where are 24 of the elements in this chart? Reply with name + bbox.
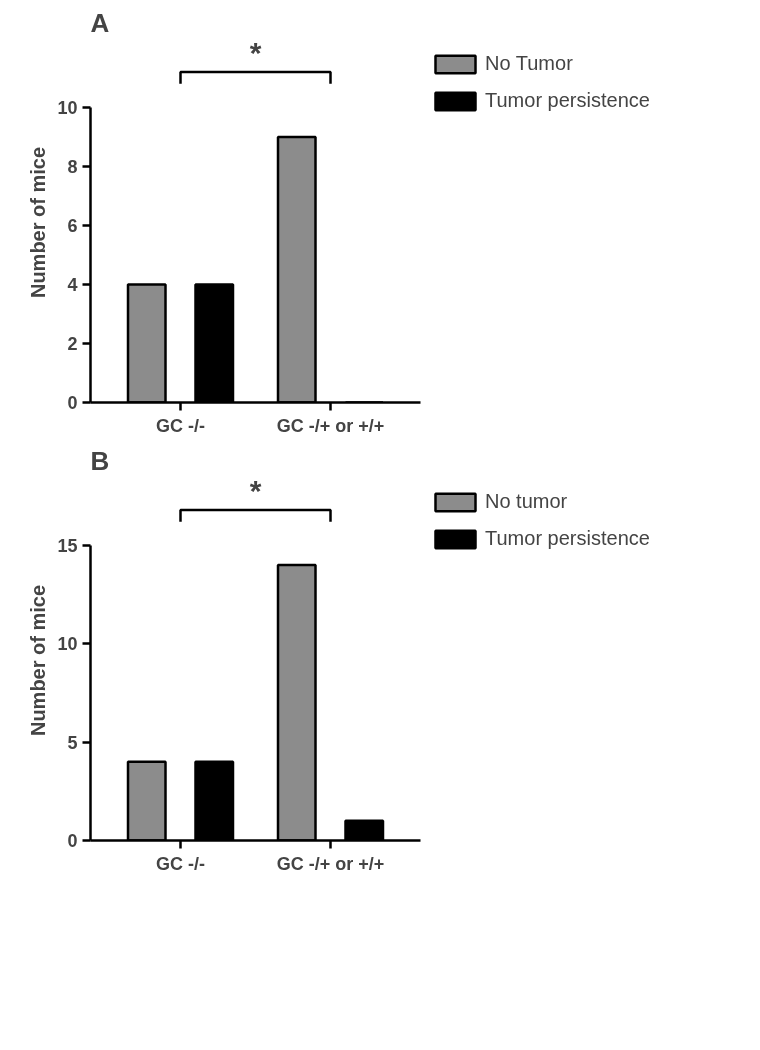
x-tick-label: GC -/- (156, 853, 205, 874)
y-tick-label: 10 (57, 97, 78, 118)
y-axis-title: Number of mice (27, 584, 50, 737)
y-tick-label: 8 (67, 156, 78, 177)
legend-label: Tumor persistence (485, 527, 650, 550)
x-tick-label: GC -/+ or +/+ (276, 853, 385, 874)
y-tick-label: 0 (67, 393, 78, 413)
x-tick-label: GC -/- (156, 415, 205, 436)
x-tick-label: GC -/+ or +/+ (276, 415, 385, 436)
text: * (249, 36, 262, 70)
legend-label: Tumor persistence (485, 89, 650, 112)
y-tick-label: 4 (67, 274, 78, 295)
legend-label: No tumor (485, 490, 568, 513)
y-tick-label: 10 (57, 634, 78, 655)
text: * (249, 474, 262, 508)
y-axis-title: Number of mice (27, 146, 50, 299)
chart-title: A (90, 7, 110, 38)
y-tick-label: 2 (67, 333, 78, 354)
chart-title: B (90, 445, 110, 476)
y-tick-label: 5 (67, 732, 78, 753)
y-tick-label: 15 (57, 535, 78, 556)
y-tick-label: 6 (67, 215, 78, 236)
y-tick-label: 0 (67, 831, 78, 851)
legend-label: No Tumor (485, 52, 573, 75)
